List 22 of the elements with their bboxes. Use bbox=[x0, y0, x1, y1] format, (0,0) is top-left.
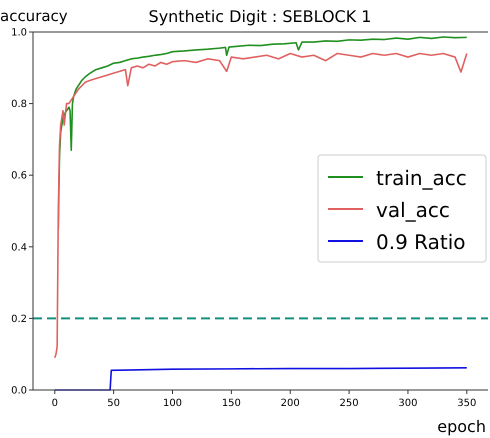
x-axis-title: epoch bbox=[437, 417, 486, 436]
x-tick-label: 200 bbox=[280, 398, 300, 409]
y-tick-label: 0.4 bbox=[11, 242, 27, 254]
x-tick-label: 0 bbox=[52, 398, 58, 409]
legend-label: val_acc bbox=[376, 198, 450, 222]
legend-label: 0.9 Ratio bbox=[376, 230, 466, 254]
y-tick-label: 0.6 bbox=[11, 170, 27, 182]
x-tick-label: 150 bbox=[222, 398, 241, 409]
x-tick-label: 50 bbox=[107, 398, 120, 409]
y-axis-title: accuracy bbox=[0, 7, 68, 25]
x-tick-label: 350 bbox=[457, 398, 476, 409]
x-tick-label: 300 bbox=[398, 398, 418, 409]
line-series bbox=[54, 367, 468, 391]
chart-title: Synthetic Digit : SEBLOCK 1 bbox=[148, 7, 372, 26]
y-tick-label: 1.0 bbox=[11, 28, 27, 38]
y-tick-label: 0.8 bbox=[11, 99, 27, 110]
y-tick-label: 0.2 bbox=[11, 314, 27, 325]
y-tick-label: 0.0 bbox=[11, 386, 27, 396]
legend-label: train_acc bbox=[376, 166, 467, 190]
x-tick-label: 250 bbox=[340, 398, 359, 409]
x-tick-label: 100 bbox=[162, 398, 182, 409]
line-series bbox=[54, 52, 468, 359]
